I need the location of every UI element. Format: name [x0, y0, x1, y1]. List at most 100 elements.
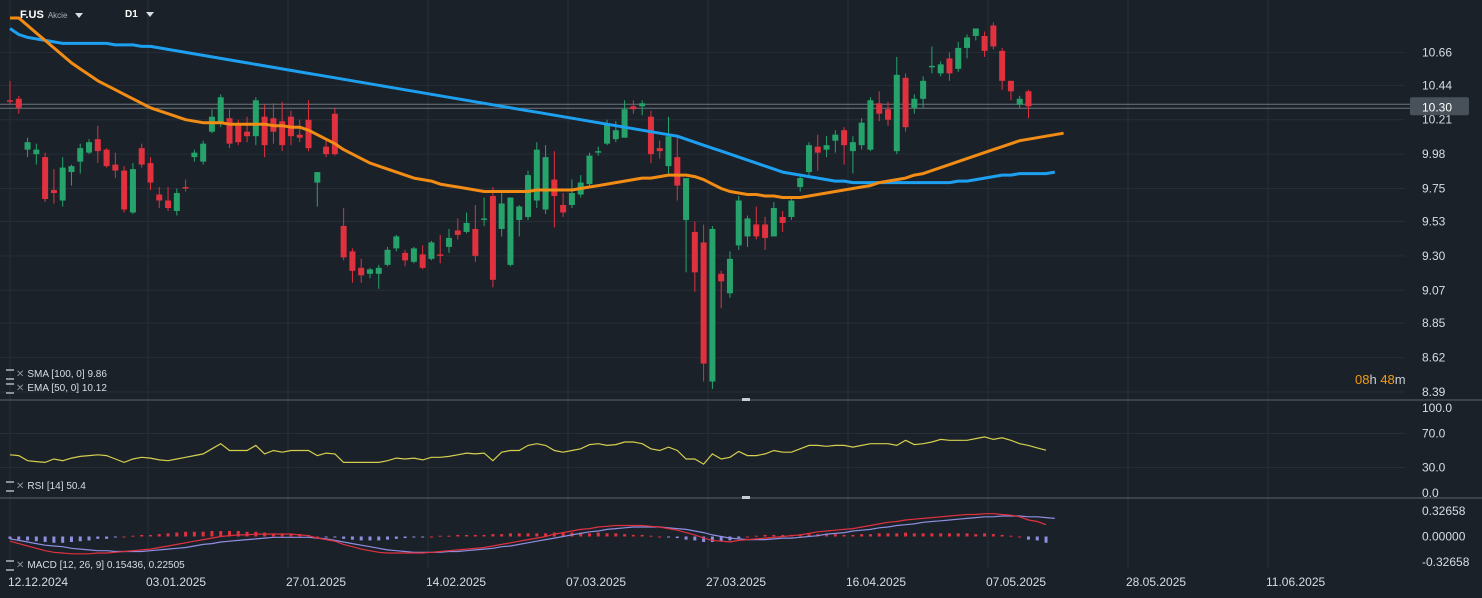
macd-histogram-bar [623, 534, 627, 537]
candle-body [920, 80, 927, 99]
interval-value: D1 [125, 9, 138, 20]
candle [402, 249, 409, 267]
close-icon[interactable]: ✕ [16, 369, 25, 381]
candle [595, 146, 602, 156]
candle [972, 28, 979, 41]
price-tick-label: 9.98 [1422, 147, 1446, 161]
macd-histogram-bar [271, 533, 275, 537]
settings-icon[interactable] [6, 560, 14, 571]
macd-histogram-bar [166, 533, 170, 537]
macd-histogram-bar [78, 536, 82, 542]
time-axis: 12.12.2024 03.01.2025 27.01.2025 14.02.2025… [8, 575, 1325, 589]
candle [261, 104, 268, 158]
candle-body [50, 190, 57, 194]
candle-body [542, 157, 549, 210]
macd-histogram-bar [947, 533, 951, 537]
close-icon[interactable]: ✕ [16, 560, 25, 572]
rsi-tick-label: 70.0 [1422, 427, 1446, 441]
macd-histogram-bar [43, 536, 47, 543]
macd-histogram-bar [140, 534, 144, 537]
candle [920, 76, 927, 108]
candle [832, 130, 839, 153]
candle-body [1025, 91, 1032, 107]
candle [744, 215, 751, 247]
pane-resize-handle [742, 496, 750, 499]
candle [173, 188, 180, 216]
macd-histogram-bar [842, 534, 846, 537]
settings-icon[interactable] [6, 383, 14, 394]
candle [516, 205, 523, 237]
candle [182, 179, 189, 192]
rsi-value: 50.4 [66, 481, 86, 493]
macd-histogram-bar [877, 533, 881, 537]
macd-histogram-bar [87, 536, 91, 541]
macd-histogram-bar [930, 533, 934, 537]
candle-body [902, 77, 909, 128]
candle-body [279, 121, 286, 146]
candle-body [718, 273, 725, 282]
candle-body [94, 139, 101, 152]
candle-body [182, 187, 189, 189]
candle [639, 100, 646, 116]
price-tick-label: 9.30 [1422, 249, 1446, 263]
candle [656, 140, 663, 159]
settings-icon[interactable] [6, 481, 14, 492]
interval-selector[interactable]: D1 [125, 9, 154, 20]
candle-body [226, 118, 233, 144]
candle [200, 140, 207, 165]
macd-histogram-bar [693, 536, 697, 541]
ema-line [10, 16, 1064, 199]
macd-histogram-bar [342, 536, 346, 539]
candle-body [296, 134, 303, 138]
time-axis-label: 03.01.2025 [146, 575, 206, 589]
candle [867, 97, 874, 152]
macd-signal-line [9, 515, 1055, 553]
candle-body [121, 170, 128, 210]
candle [735, 196, 742, 250]
candle [507, 197, 514, 267]
candle [138, 143, 145, 168]
candle-body [937, 64, 944, 74]
candle-body [647, 116, 654, 155]
candle-body [841, 130, 848, 146]
macd-histogram-bar [69, 536, 73, 543]
candle-body [15, 98, 22, 108]
macd-histogram-bar [719, 536, 723, 542]
rsi-tick-label: 0.0 [1422, 486, 1439, 500]
candle-body [867, 100, 874, 150]
price-tick-label: 10.44 [1422, 78, 1452, 92]
candle-body [770, 207, 777, 237]
macd-histogram-bar [473, 534, 477, 537]
candle-body [305, 119, 312, 149]
macd-histogram-bar [965, 533, 969, 537]
candle-body [428, 242, 435, 259]
candle [586, 152, 593, 188]
symbol-selector[interactable]: F.US Akcie [20, 9, 84, 21]
candle [24, 137, 31, 158]
macd-histogram-bar [772, 534, 776, 537]
candle [349, 248, 356, 283]
symbol-name: F.US [20, 9, 44, 21]
close-icon[interactable]: ✕ [16, 481, 25, 493]
macd-histogram-bar [517, 533, 521, 537]
price-axis: 10.66 10.44 10.21 9.98 9.75 9.53 9.30 9.07 8.85 8… [1410, 45, 1469, 399]
macd-histogram-bar [754, 535, 758, 537]
candle-body [832, 134, 839, 141]
macd-histogram-bar [508, 533, 512, 537]
candle-body [604, 124, 611, 144]
candle-body [349, 251, 356, 271]
settings-icon[interactable] [6, 369, 14, 380]
candle-body [595, 151, 602, 153]
current-price-label: 10.30 [1422, 100, 1452, 114]
macd-histogram-bar [631, 534, 635, 537]
candle [15, 95, 22, 114]
candle [577, 175, 584, 198]
macd-histogram-bar [219, 530, 223, 537]
macd-histogram-bar [912, 533, 916, 537]
close-icon[interactable]: ✕ [16, 383, 25, 395]
macd-histogram-bar [157, 534, 161, 537]
candle-body [340, 225, 347, 258]
current-price-tag [1410, 97, 1469, 116]
macd-histogram-bar [737, 536, 741, 539]
